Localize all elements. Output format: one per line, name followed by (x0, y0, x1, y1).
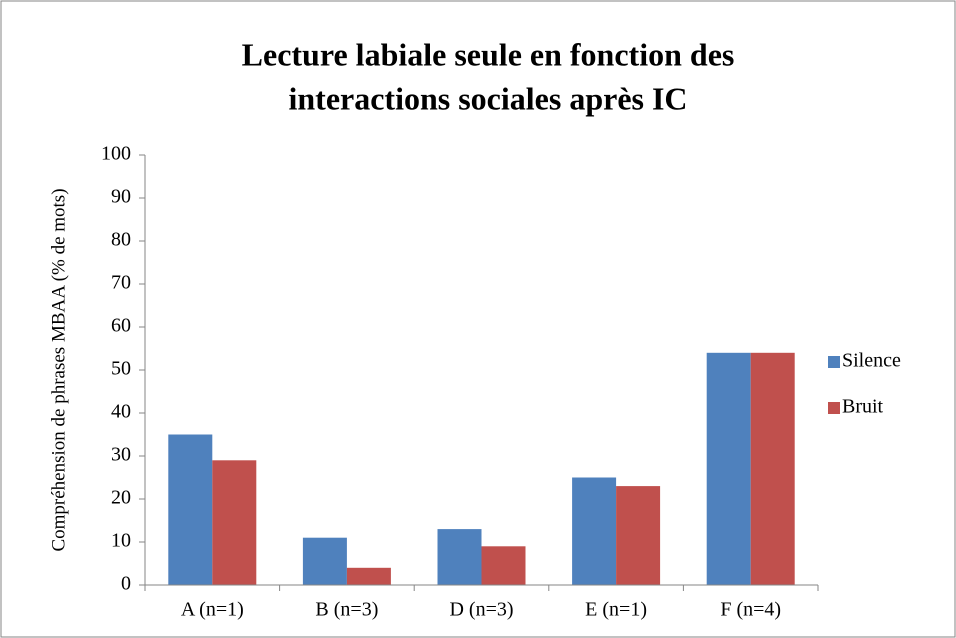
y-tick-label: 80 (111, 229, 131, 251)
chart-title: interactions sociales après IC (288, 80, 687, 116)
y-tick-label: 10 (111, 530, 131, 552)
bar (706, 352, 751, 585)
chart-title: Lecture labiale seule en fonction des (242, 36, 735, 72)
bar (168, 434, 213, 585)
bar (212, 460, 257, 585)
y-tick-label: 90 (111, 186, 131, 208)
x-tick-label: E (n=1) (585, 599, 647, 621)
bar (616, 486, 661, 585)
bar (750, 352, 795, 585)
legend-swatch (828, 356, 840, 368)
x-tick-label: F (n=4) (720, 599, 781, 621)
y-tick-label: 70 (111, 272, 131, 294)
y-tick-label: 60 (111, 315, 131, 337)
x-tick-label: B (n=3) (315, 599, 378, 621)
legend-label: Silence (842, 350, 901, 372)
y-axis-label: Compréhension de phrases MBAA (% de mots… (48, 188, 69, 551)
bar (572, 477, 617, 585)
legend-swatch (828, 402, 840, 414)
x-tick-label: A (n=1) (181, 599, 244, 621)
y-tick-label: 0 (121, 573, 131, 595)
y-tick-label: 20 (111, 487, 131, 509)
bar (346, 567, 391, 585)
bar (481, 546, 526, 585)
bar (302, 537, 347, 585)
legend-label: Bruit (842, 396, 884, 418)
y-tick-label: 100 (101, 143, 131, 165)
x-tick-label: D (n=3) (449, 599, 513, 621)
y-tick-label: 40 (111, 401, 131, 423)
y-tick-label: 30 (111, 444, 131, 466)
y-tick-label: 50 (111, 358, 131, 380)
bar (437, 529, 482, 585)
